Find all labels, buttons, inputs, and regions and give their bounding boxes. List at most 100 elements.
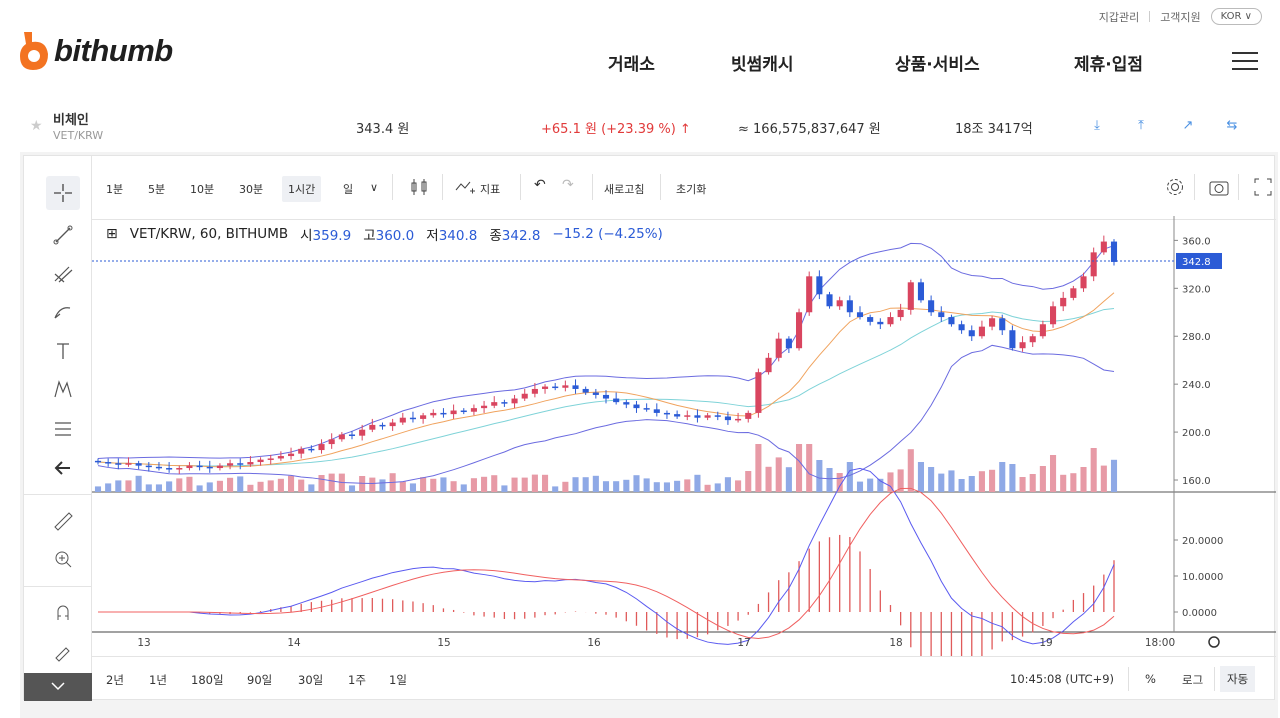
clock-readout[interactable]: 10:45:08 (UTC+9) bbox=[1010, 672, 1115, 686]
volume-bar bbox=[1060, 474, 1067, 492]
collapse-legend-icon[interactable]: ⊞ bbox=[106, 226, 118, 242]
y-tick-label: 160.0 bbox=[1182, 476, 1211, 487]
candle-body bbox=[724, 416, 731, 421]
range-2y[interactable]: 2년 bbox=[106, 673, 124, 687]
x-tick-label: 19 bbox=[1039, 637, 1052, 649]
lock-drawing-icon[interactable] bbox=[46, 634, 80, 668]
macd-signal-line bbox=[98, 487, 1115, 639]
candle-body bbox=[826, 294, 833, 307]
nav-exchange[interactable]: 거래소 bbox=[608, 55, 655, 75]
volume-bar bbox=[216, 480, 223, 492]
pattern-icon[interactable] bbox=[46, 372, 80, 406]
x-tick-label: 18:00 bbox=[1145, 637, 1175, 649]
indicator-button[interactable]: 지표 bbox=[480, 183, 501, 196]
candle-body bbox=[216, 465, 223, 469]
interval-30m[interactable]: 30분 bbox=[239, 183, 264, 196]
candle-body bbox=[999, 318, 1006, 331]
trendline-icon[interactable] bbox=[46, 218, 80, 252]
price-chart[interactable]: 360.0 320.0 280.0 240.0 200.0 160.0 342.8 20.00… bbox=[92, 216, 1276, 656]
interval-5m[interactable]: 5분 bbox=[148, 183, 166, 196]
ohlc-low: 저340.8 bbox=[426, 228, 478, 244]
range-30d[interactable]: 30일 bbox=[298, 673, 324, 687]
range-1y[interactable]: 1년 bbox=[149, 673, 167, 687]
indicator-icon[interactable] bbox=[454, 176, 476, 198]
candle-body bbox=[856, 312, 864, 318]
interval-dropdown-icon[interactable]: ∨ bbox=[370, 181, 379, 194]
logo[interactable]: bithumb bbox=[18, 30, 173, 72]
candle-body bbox=[582, 388, 589, 393]
candle-body bbox=[227, 463, 234, 466]
download-icon[interactable]: ⤓ bbox=[1094, 118, 1100, 133]
range-180d[interactable]: 180일 bbox=[191, 673, 224, 687]
log-toggle[interactable]: 로그 bbox=[1182, 673, 1204, 687]
interval-10m[interactable]: 10분 bbox=[190, 183, 215, 196]
back-arrow-icon[interactable] bbox=[46, 451, 80, 485]
volume-bar bbox=[450, 481, 457, 492]
y-tick-label: 280.0 bbox=[1182, 332, 1211, 343]
y-tick-label: 200.0 bbox=[1182, 428, 1211, 439]
wallet-link[interactable]: 지갑관리 bbox=[1098, 10, 1140, 24]
camera-icon[interactable] bbox=[1208, 176, 1230, 198]
support-link[interactable]: 고객지원 bbox=[1160, 10, 1201, 24]
volume-bar bbox=[633, 475, 640, 492]
settings-gear-icon[interactable] bbox=[1164, 176, 1186, 198]
chart-legend: ⊞ VET/KRW, 60, BITHUMB 시359.9 고360.0 저34… bbox=[106, 224, 663, 244]
menu-icon[interactable] bbox=[1232, 52, 1258, 72]
swap-icon[interactable]: ⇆ bbox=[1226, 118, 1238, 133]
volume-bar bbox=[105, 483, 112, 492]
redo-icon[interactable]: ↷ bbox=[562, 177, 574, 193]
interval-day[interactable]: 일 bbox=[343, 183, 354, 196]
favorite-star-icon[interactable]: ★ bbox=[30, 118, 43, 134]
interval-1h[interactable]: 1시간 bbox=[282, 176, 322, 202]
x-tick-label: 16 bbox=[587, 637, 601, 649]
volume-bar bbox=[735, 480, 742, 492]
nav-bithumb-cash[interactable]: 빗썸캐시 bbox=[731, 55, 794, 75]
nav-products[interactable]: 상품·서비스 bbox=[895, 55, 980, 75]
text-icon[interactable] bbox=[46, 334, 80, 368]
macd-tick-label: 20.0000 bbox=[1182, 536, 1223, 547]
volume-bar bbox=[928, 467, 935, 492]
candle-body bbox=[653, 409, 660, 413]
upload-icon[interactable]: ⤒ bbox=[1138, 118, 1144, 133]
x-tick-label: 17 bbox=[737, 637, 750, 649]
auto-toggle[interactable]: 자동 bbox=[1220, 666, 1256, 692]
pitchfork-icon[interactable] bbox=[46, 256, 80, 290]
divider bbox=[1214, 667, 1215, 691]
range-90d[interactable]: 90일 bbox=[247, 673, 273, 687]
trend-icon[interactable]: ↗ bbox=[1182, 118, 1194, 133]
volume-bar bbox=[836, 473, 843, 492]
volume-bar bbox=[399, 481, 406, 492]
ohlc-open: 시359.9 bbox=[300, 228, 352, 244]
candle-body bbox=[795, 312, 803, 349]
axis-settings-gear-icon[interactable] bbox=[1208, 636, 1220, 648]
candle-body bbox=[348, 434, 356, 436]
nav-partnership[interactable]: 제휴·입점 bbox=[1074, 55, 1144, 75]
interval-1m[interactable]: 1분 bbox=[106, 183, 124, 196]
collapse-toolbar-button[interactable] bbox=[24, 673, 92, 701]
volume-bar bbox=[501, 485, 508, 492]
percent-toggle[interactable]: % bbox=[1145, 672, 1156, 686]
ruler-icon[interactable] bbox=[46, 504, 80, 538]
volume-bar bbox=[816, 460, 823, 492]
candle-body bbox=[369, 424, 376, 430]
fullscreen-icon[interactable] bbox=[1252, 176, 1274, 198]
volume-bar bbox=[155, 484, 163, 492]
reset-button[interactable]: 초기화 bbox=[676, 183, 707, 196]
volume-bar bbox=[856, 481, 864, 492]
language-select[interactable]: KOR ∨ bbox=[1210, 8, 1262, 25]
candle-type-icon[interactable] bbox=[408, 176, 430, 198]
crosshair-icon[interactable] bbox=[46, 176, 80, 210]
candle-body bbox=[602, 394, 610, 399]
range-1w[interactable]: 1주 bbox=[348, 673, 366, 687]
fib-icon[interactable] bbox=[46, 412, 80, 446]
brush-icon[interactable] bbox=[46, 294, 80, 328]
symbol-label[interactable]: VET/KRW, 60, BITHUMB bbox=[129, 226, 289, 242]
refresh-button[interactable]: 새로고침 bbox=[604, 183, 645, 196]
candle-body bbox=[938, 312, 945, 318]
undo-icon[interactable]: ↶ bbox=[534, 177, 546, 193]
range-1d[interactable]: 1일 bbox=[389, 673, 407, 687]
zoom-icon[interactable] bbox=[46, 542, 80, 576]
volume-bar bbox=[176, 478, 183, 492]
candle-body bbox=[176, 468, 183, 470]
magnet-icon[interactable] bbox=[46, 596, 80, 630]
